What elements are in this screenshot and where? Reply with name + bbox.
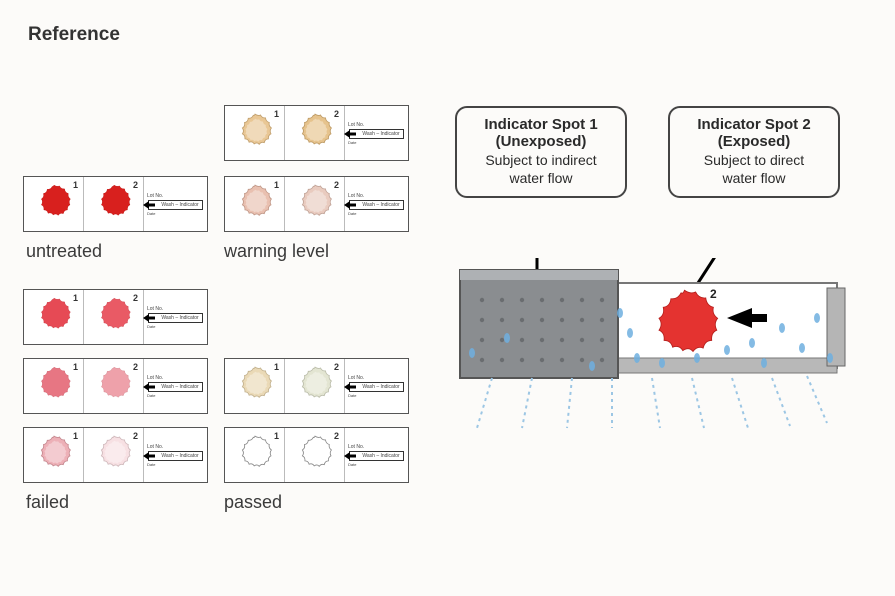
callout-spot-1: Indicator Spot 1 (Unexposed) Subject to … [455,106,627,198]
callout-spot-1-subtitle: (Unexposed) [463,133,619,150]
card-label-box: Lot No. Wash – Indicator Date [345,106,408,160]
wash-label: Wash – Indicator [148,200,202,210]
lot-label: Lot No. [348,375,364,381]
spot-2: 2 [84,359,144,413]
lot-label: Lot No. [348,122,364,128]
date-label: Date [147,393,155,398]
callout-spot-2-subtitle: (Exposed) [676,133,832,150]
device-illustration: 2 [452,258,852,433]
indicator-card-failed_a: 1 2 Lot No. Wash – Indicator Date [23,289,208,345]
lot-label: Lot No. [147,444,163,450]
card-label-box: Lot No. Wash – Indicator Date [144,290,207,344]
spot-number-2: 2 [334,109,339,119]
spot-number-2: 2 [334,362,339,372]
spot-number-2: 2 [133,180,138,190]
date-label: Date [348,140,356,145]
indicator-card-passed_b: 1 2 Lot No. Wash – Indicator Date [224,427,409,483]
wash-label: Wash – Indicator [148,382,202,392]
indicator-card-failed_c: 1 2 Lot No. Wash – Indicator Date [23,427,208,483]
card-label-box: Lot No. Wash – Indicator Date [144,177,207,231]
spot-1: 1 [225,106,285,160]
wash-label: Wash – Indicator [349,200,403,210]
date-label: Date [348,393,356,398]
callout-spot-1-title: Indicator Spot 1 [463,116,619,133]
wash-label: Wash – Indicator [148,313,202,323]
wash-label: Wash – Indicator [148,451,202,461]
callout-spot-1-desc1: Subject to indirect [463,152,619,168]
lot-label: Lot No. [348,193,364,199]
spot-1: 1 [24,177,84,231]
spot-number-2: 2 [334,431,339,441]
spot-1: 1 [24,290,84,344]
spot-number-2: 2 [133,293,138,303]
spot-2: 2 [285,106,345,160]
spot-number-1: 1 [73,180,78,190]
spot-number-1: 1 [73,431,78,441]
indicator-card-failed_b: 1 2 Lot No. Wash – Indicator Date [23,358,208,414]
wash-label: Wash – Indicator [349,129,403,139]
spot-number-1: 1 [274,180,279,190]
caption-warning: warning level [224,241,329,262]
date-label: Date [348,462,356,467]
lot-label: Lot No. [348,444,364,450]
card-label-box: Lot No. Wash – Indicator Date [144,359,207,413]
lot-label: Lot No. [147,193,163,199]
spot-1: 1 [225,177,285,231]
spot-2: 2 [285,428,345,482]
spot-number-1: 1 [274,109,279,119]
indicator-card-passed_a: 1 2 Lot No. Wash – Indicator Date [224,358,409,414]
callout-spot-2-desc2: water flow [676,170,832,186]
spot-number-1: 1 [274,362,279,372]
spot-2: 2 [84,290,144,344]
date-label: Date [348,211,356,216]
spot-number-1: 1 [73,362,78,372]
wash-label: Wash – Indicator [349,382,403,392]
caption-passed: passed [224,492,282,513]
card-label-box: Lot No. Wash – Indicator Date [345,359,408,413]
spot-1: 1 [225,428,285,482]
spot-number-1: 1 [274,431,279,441]
device-holder [460,270,618,378]
indicator-card-warning_a: 1 2 Lot No. Wash – Indicator Date [224,105,409,161]
page-title: Reference [28,24,120,46]
callout-spot-2-title: Indicator Spot 2 [676,116,832,133]
callout-spot-2: Indicator Spot 2 (Exposed) Subject to di… [668,106,840,198]
caption-untreated: untreated [26,241,102,262]
callout-spot-2-desc1: Subject to direct [676,152,832,168]
date-label: Date [147,462,155,467]
caption-failed: failed [26,492,69,513]
indicator-card-warning_b: 1 2 Lot No. Wash – Indicator Date [224,176,409,232]
lot-label: Lot No. [147,375,163,381]
wash-label: Wash – Indicator [349,451,403,461]
spot-2: 2 [84,177,144,231]
spot-number-2: 2 [133,362,138,372]
spot-1: 1 [225,359,285,413]
date-label: Date [147,324,155,329]
spot-number-2: 2 [334,180,339,190]
spot-2: 2 [285,359,345,413]
callout-spot-1-desc2: water flow [463,170,619,186]
spot-2: 2 [84,428,144,482]
spot-2: 2 [285,177,345,231]
spot-1: 1 [24,359,84,413]
spot-number-1: 1 [73,293,78,303]
indicator-card-untreated: 1 2 Lot No. Wash – Indicator Date [23,176,208,232]
spot-number-2: 2 [133,431,138,441]
card-label-box: Lot No. Wash – Indicator Date [345,177,408,231]
card-label-box: Lot No. Wash – Indicator Date [144,428,207,482]
spot-1: 1 [24,428,84,482]
lot-label: Lot No. [147,306,163,312]
device-spot-2-num: 2 [710,287,717,301]
card-label-box: Lot No. Wash – Indicator Date [345,428,408,482]
date-label: Date [147,211,155,216]
spray-lines [477,376,827,428]
